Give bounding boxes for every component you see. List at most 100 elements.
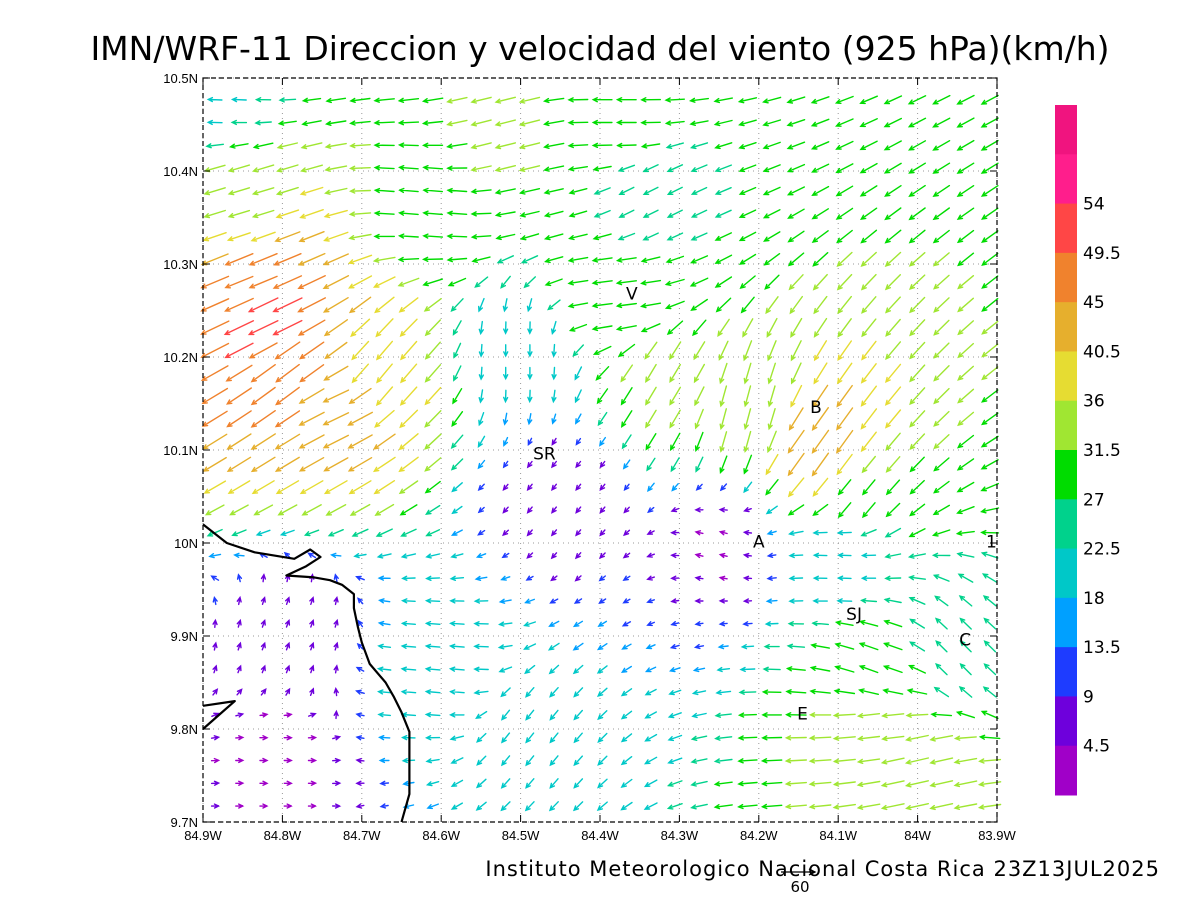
wind-vector bbox=[786, 141, 806, 150]
wind-vector bbox=[470, 96, 492, 104]
wind-vector bbox=[884, 207, 902, 221]
wind-vector bbox=[373, 210, 395, 216]
wind-vector bbox=[372, 276, 396, 288]
x-tick-label: 84.1W bbox=[819, 828, 857, 843]
wind-vector bbox=[596, 388, 609, 405]
wind-vector bbox=[642, 186, 659, 195]
wind-vector bbox=[355, 757, 365, 764]
wind-vector bbox=[376, 666, 392, 672]
wind-vector bbox=[575, 413, 582, 425]
wind-vector bbox=[691, 689, 707, 696]
wind-vector bbox=[503, 344, 509, 358]
wind-vector bbox=[981, 573, 998, 583]
wind-vector bbox=[206, 96, 223, 103]
wind-vector bbox=[424, 386, 442, 406]
wind-vector bbox=[981, 298, 999, 312]
wind-vector bbox=[666, 164, 684, 173]
wind-vector bbox=[790, 384, 803, 408]
colorbar-band bbox=[1055, 647, 1077, 697]
wind-vector bbox=[231, 529, 247, 537]
wind-vector bbox=[714, 254, 733, 264]
wind-vector bbox=[763, 231, 781, 242]
wind-vector bbox=[307, 803, 318, 809]
wind-vector bbox=[714, 209, 732, 218]
wind-vector bbox=[812, 384, 829, 408]
wind-vector bbox=[450, 529, 463, 536]
wind-vector bbox=[858, 619, 879, 627]
wind-vector bbox=[251, 480, 275, 495]
wind-vector bbox=[980, 389, 999, 403]
wind-vector bbox=[856, 758, 881, 764]
wind-vector bbox=[275, 363, 300, 383]
wind-vector bbox=[547, 642, 560, 651]
wind-vector bbox=[885, 432, 901, 451]
colorbar-label: 49.5 bbox=[1083, 244, 1121, 264]
wind-vector bbox=[448, 643, 465, 649]
wind-vector bbox=[323, 365, 349, 381]
wind-vector bbox=[254, 97, 272, 103]
wind-vector bbox=[503, 366, 509, 381]
wind-vector bbox=[953, 735, 977, 741]
wind-vector bbox=[811, 185, 830, 196]
wind-vector bbox=[956, 434, 975, 449]
wind-vector bbox=[956, 207, 975, 221]
wind-vector bbox=[762, 666, 781, 672]
wind-vector bbox=[623, 506, 630, 514]
wind-vector bbox=[591, 302, 613, 309]
wind-vector bbox=[932, 574, 950, 582]
wind-vector bbox=[543, 210, 564, 218]
wind-vector bbox=[475, 778, 487, 789]
wind-vector bbox=[933, 480, 950, 494]
wind-vector bbox=[929, 757, 954, 765]
wind-vector bbox=[549, 598, 559, 604]
wind-vector bbox=[356, 642, 364, 650]
wind-vector bbox=[424, 689, 441, 695]
wind-vector bbox=[666, 232, 684, 241]
wind-vector bbox=[835, 185, 854, 197]
wind-vector bbox=[355, 575, 365, 581]
wind-vector bbox=[373, 480, 396, 495]
wind-vector bbox=[449, 575, 465, 581]
wind-vector bbox=[788, 407, 804, 431]
wind-vector bbox=[446, 233, 468, 239]
wind-vector bbox=[765, 479, 779, 496]
wind-vector bbox=[883, 597, 902, 604]
wind-vector bbox=[958, 595, 973, 607]
wind-vector bbox=[349, 97, 371, 103]
wind-vector bbox=[597, 620, 608, 627]
wind-vector bbox=[452, 320, 462, 336]
wind-vector bbox=[248, 275, 278, 289]
wind-vector bbox=[475, 801, 487, 811]
wind-vector bbox=[502, 298, 508, 313]
wind-vector bbox=[225, 387, 252, 405]
wind-vector bbox=[810, 141, 830, 150]
wind-vector bbox=[959, 640, 972, 653]
chart-title: IMN/WRF-11 Direccion y velocidad del vie… bbox=[90, 29, 1109, 68]
wind-vector bbox=[347, 457, 373, 472]
wind-vector bbox=[909, 503, 926, 517]
wind-vector bbox=[742, 621, 753, 627]
wind-vector bbox=[424, 341, 441, 360]
wind-vector bbox=[470, 142, 492, 150]
wind-vector bbox=[309, 596, 315, 605]
wind-vector bbox=[424, 319, 441, 337]
wind-vector bbox=[424, 735, 441, 741]
wind-vector bbox=[689, 120, 709, 126]
wind-vector bbox=[202, 232, 227, 242]
wind-vector bbox=[859, 118, 878, 128]
wind-vector bbox=[738, 209, 757, 218]
wind-vector bbox=[332, 780, 342, 786]
wind-vector bbox=[933, 297, 950, 313]
wind-vector bbox=[397, 142, 419, 148]
place-label: B bbox=[810, 398, 822, 418]
wind-vector bbox=[718, 552, 728, 559]
wind-vector bbox=[527, 321, 533, 335]
wind-vector bbox=[785, 712, 807, 718]
wind-vector bbox=[473, 689, 489, 695]
wind-vector bbox=[880, 803, 905, 811]
wind-vector bbox=[666, 803, 683, 810]
wind-vector bbox=[355, 780, 365, 786]
wind-vector bbox=[398, 456, 419, 473]
wind-vector bbox=[980, 412, 999, 426]
